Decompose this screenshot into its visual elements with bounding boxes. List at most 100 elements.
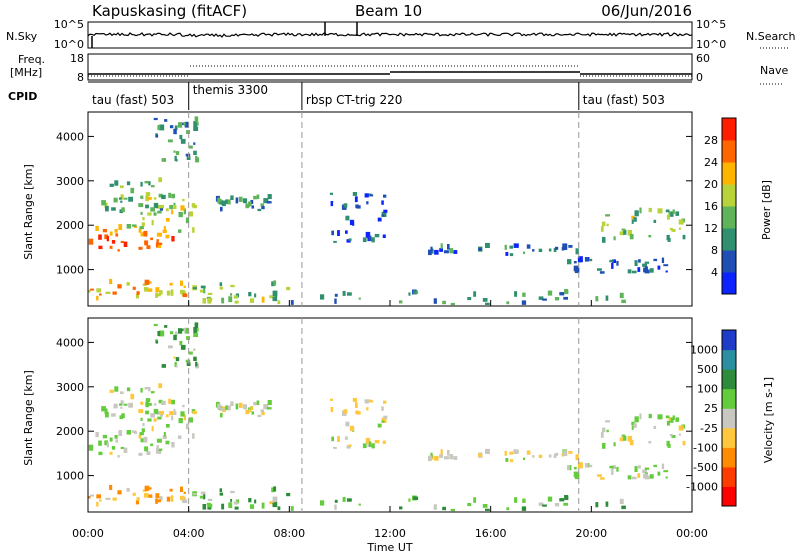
velocity-cell	[230, 499, 233, 502]
power-cell	[188, 145, 193, 149]
power-cell	[179, 134, 183, 140]
x-tick-label: 16:00	[475, 527, 507, 540]
velocity-ytick-label: 3000	[56, 381, 84, 394]
power-colorbar-tick: 28	[704, 134, 718, 147]
velocity-cell	[153, 408, 159, 415]
velocity-cell	[621, 434, 626, 437]
velocity-cell	[553, 454, 557, 458]
power-cell	[653, 258, 658, 262]
velocity-cell	[348, 444, 352, 447]
power-scatter	[88, 116, 686, 306]
power-cell	[575, 248, 579, 255]
power-cell	[128, 196, 133, 202]
power-cell	[642, 263, 647, 267]
power-cell	[144, 287, 149, 292]
velocity-cell	[169, 331, 174, 335]
power-cell	[123, 241, 128, 247]
power-cell	[447, 244, 450, 250]
velocity-cell	[345, 421, 350, 427]
power-cell	[126, 224, 132, 229]
velocity-cell	[192, 410, 197, 415]
velocity-cell	[111, 446, 116, 450]
velocity-cell	[207, 505, 212, 510]
velocity-cell	[173, 411, 177, 415]
power-cell	[109, 231, 113, 236]
velocity-cell	[126, 387, 131, 392]
power-cell	[273, 280, 277, 286]
power-axes: 1000 2000 3000 4000	[56, 112, 692, 306]
power-cell	[621, 228, 626, 231]
velocity-cell	[161, 364, 166, 368]
velocity-cell	[334, 504, 337, 510]
velocity-cell	[331, 436, 334, 442]
velocity-cell	[193, 348, 196, 351]
power-cell	[453, 250, 458, 254]
power-cell	[170, 290, 174, 296]
power-cell	[526, 244, 531, 249]
date-title: 06/Jun/2016	[601, 2, 692, 20]
power-cell	[105, 291, 111, 294]
velocity-cell	[443, 456, 449, 460]
power-cell	[428, 249, 432, 256]
power-cell	[584, 257, 589, 262]
power-cell	[192, 227, 195, 233]
velocity-cell	[639, 413, 642, 420]
power-cell	[482, 298, 488, 302]
power-cell	[644, 261, 650, 264]
velocity-colorbar-cell	[722, 427, 736, 448]
power-cell	[147, 281, 152, 284]
power-cell	[104, 234, 108, 240]
velocity-cell	[157, 331, 161, 337]
power-cell	[634, 210, 639, 217]
velocity-colorbar-cell	[722, 486, 736, 507]
power-cell	[250, 200, 254, 204]
power-cell	[381, 200, 384, 205]
velocity-cell	[377, 423, 382, 428]
power-cell	[277, 300, 281, 305]
velocity-cell	[96, 501, 99, 507]
power-cell	[383, 194, 387, 198]
power-cell	[595, 296, 599, 302]
velocity-cell	[195, 328, 199, 332]
velocity-cell	[612, 465, 616, 469]
velocity-cell	[337, 436, 340, 442]
power-cell	[153, 117, 158, 121]
power-cell	[573, 261, 577, 264]
power-cell	[150, 207, 155, 212]
program-labels: tau (fast) 503 themis 3300 rbsp CT-trig 22…	[92, 82, 665, 110]
power-cell	[120, 194, 124, 200]
velocity-cell	[98, 440, 102, 446]
power-cell	[139, 226, 144, 230]
velocity-cell	[642, 469, 647, 473]
power-cell	[633, 217, 637, 222]
power-cell	[114, 180, 119, 186]
cpid-label: CPID	[8, 90, 37, 103]
velocity-cell	[123, 403, 128, 406]
power-cell	[145, 204, 149, 209]
power-cell	[230, 284, 235, 288]
power-cell	[548, 248, 552, 252]
velocity-colorbar-tick: 500	[697, 363, 718, 376]
power-cell	[163, 226, 166, 231]
velocity-cell	[90, 494, 94, 497]
velocity-colorbar-tick: -1000	[686, 480, 718, 493]
power-cell	[478, 247, 483, 251]
velocity-cell	[227, 405, 231, 411]
power-cell	[101, 200, 106, 206]
velocity-cell	[219, 492, 224, 496]
velocity-cell	[147, 494, 153, 498]
velocity-cell	[649, 474, 654, 479]
power-cell	[230, 195, 234, 200]
velocity-cell	[168, 398, 171, 404]
velocity-cell	[146, 451, 151, 455]
power-cell	[514, 291, 518, 297]
velocity-cell	[169, 488, 173, 492]
velocity-cell	[589, 464, 593, 468]
power-cell	[164, 119, 168, 122]
velocity-cell	[521, 506, 527, 511]
velocity-cell	[619, 437, 624, 442]
velocity-cell	[569, 465, 572, 471]
velocity-cell	[447, 450, 450, 456]
velocity-cell	[253, 401, 257, 406]
power-cell	[195, 122, 199, 126]
